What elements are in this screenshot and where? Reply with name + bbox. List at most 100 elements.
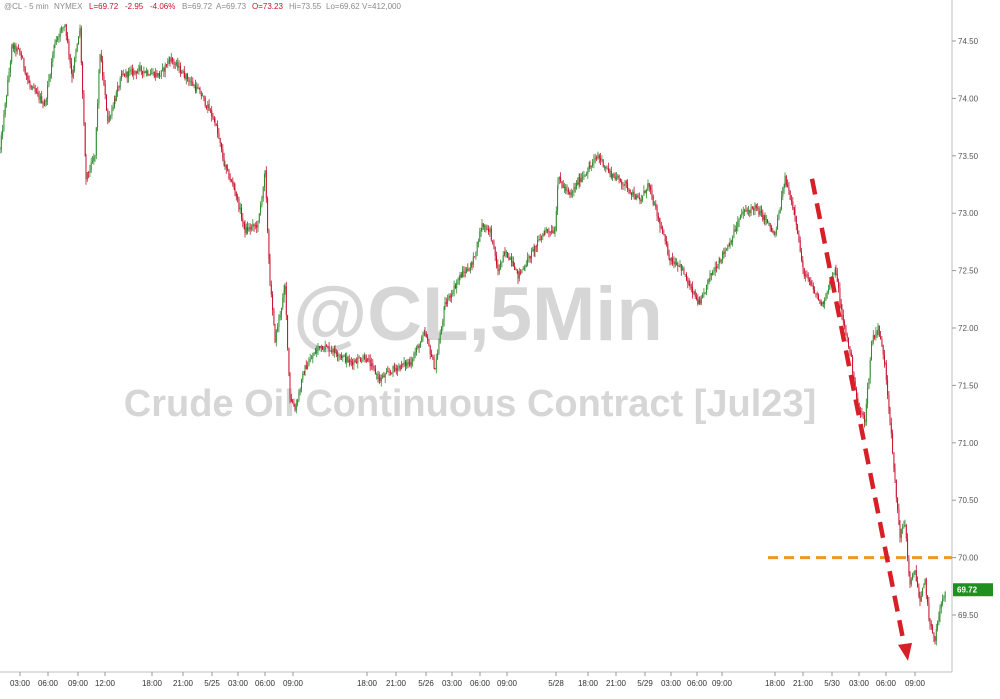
candle-body [377,374,379,380]
candle-down [249,223,251,235]
candle-body [560,177,562,182]
header-low: Lo=69.62 [326,2,360,11]
candle-down [860,406,862,418]
candle-down [662,225,664,235]
candle-up [588,161,590,173]
x-tick-label: 03:00 [442,679,463,688]
candle-body [693,291,695,294]
candle-up [729,237,731,249]
candle-body [319,346,321,348]
candle-body [432,356,434,358]
candle-up [452,289,454,297]
candle-down [888,391,890,414]
candle-body [324,345,326,350]
candle-body [501,261,503,263]
candle-down [433,354,435,369]
candle-body [531,250,532,259]
candle-down [350,357,352,367]
candle-body [327,346,329,348]
candle-up [90,157,92,173]
candle-up [678,265,680,268]
candle-down [672,252,674,266]
candle-body [802,266,804,269]
candle-body [633,191,635,198]
candle-down [326,344,327,347]
candle-body [322,345,324,350]
candle-up [774,231,776,238]
candle-down [222,144,224,162]
candle-body [0,148,1,151]
candle-body [666,241,667,244]
candle-up [342,354,344,362]
candle-down [121,70,123,78]
candle-body [435,359,437,370]
candle-body [498,268,500,272]
candle-body [311,358,312,360]
candle-down [12,42,14,52]
candle-up [11,43,13,48]
candle-down [815,293,817,298]
candle-up [302,370,304,383]
x-tick-label: 5/25 [204,679,220,688]
candle-body [212,116,214,119]
candle-body [574,187,576,189]
candle-up [459,271,461,281]
candle-down [650,184,652,195]
candle-up [443,306,445,327]
y-tick-label: 71.00 [958,439,979,448]
candle-up [112,102,114,112]
candle-body [32,86,34,88]
candle-body [223,157,225,166]
candle-body [582,177,584,179]
candle-up [532,246,534,252]
candle-up [564,182,565,193]
candle-down [131,64,133,77]
candle-up [152,68,154,76]
candle-up [783,183,785,194]
candle-down [668,249,670,261]
candle-body [225,164,227,169]
candle-down [347,355,349,363]
candle-down [864,412,865,428]
candle-down [694,289,696,299]
candle-body [203,95,205,98]
candle-body [213,118,215,120]
candle-down [874,334,876,340]
candle-body [677,262,679,267]
candle-down [144,70,146,74]
candle-body [268,230,270,260]
candle-down [198,87,200,90]
candle-body [293,402,295,407]
candle-down [135,70,137,80]
candle-up [338,352,340,362]
candle-down [893,452,895,473]
candle-up [448,293,450,301]
candle-down [114,95,116,105]
candle-up [545,227,547,234]
candle-body [699,300,701,304]
candle-body [43,103,45,105]
candle-body [331,350,333,352]
candle-up [924,578,926,585]
candle-up [718,256,720,270]
candle-body [586,174,587,175]
candle-body [342,355,344,358]
candle-body [937,621,939,629]
candle-body [877,325,879,331]
candle-body [764,215,766,221]
candle-down [20,50,22,61]
candle-up [642,195,644,203]
candle-body [825,293,827,301]
candle-body [402,363,404,365]
candle-down [908,555,910,577]
candle-body [447,299,449,305]
candle-body [606,168,608,169]
candle-body [771,227,772,231]
candle-body [97,103,99,128]
y-tick-label: 71.50 [958,381,979,390]
candle-down [667,241,669,256]
candle-down [918,583,920,599]
candle-body [707,279,709,285]
candle-down [292,399,294,404]
candle-body [395,368,397,371]
